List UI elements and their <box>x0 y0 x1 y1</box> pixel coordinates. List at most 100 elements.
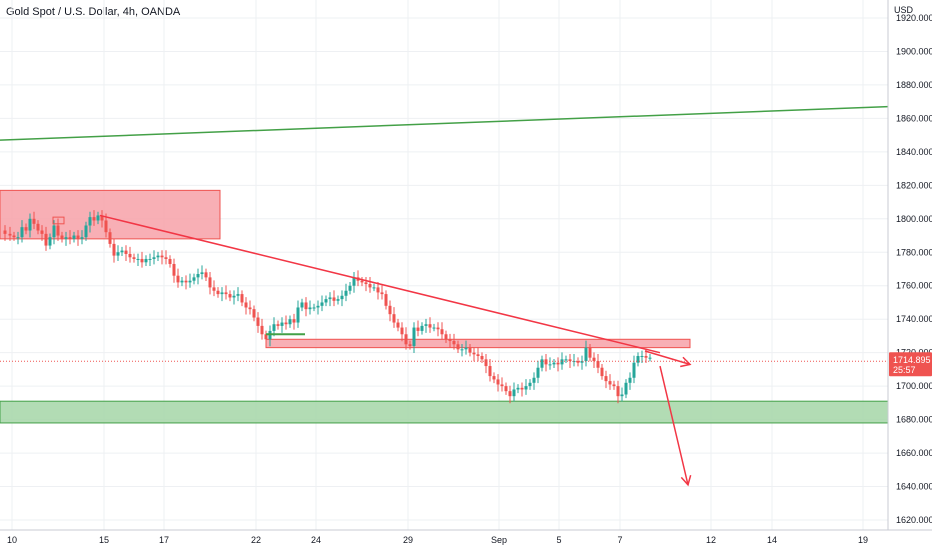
candle-body <box>348 285 352 291</box>
candle-body <box>36 223 40 231</box>
candle-body <box>52 225 56 238</box>
candle-body <box>364 282 368 285</box>
time-axis[interactable]: 10 15 17 22 24 29 Sep 5 7 12 14 19 <box>0 529 932 545</box>
price-tick-label: 1740.000 <box>896 314 932 324</box>
price-tick-label: 1700.000 <box>896 381 932 391</box>
candle-body <box>208 277 212 288</box>
green-trendline[interactable] <box>0 105 889 141</box>
candle-body <box>272 324 276 331</box>
candle-body <box>428 324 432 328</box>
candle-body <box>472 352 476 355</box>
current-price-tag <box>889 352 932 377</box>
candle-body <box>340 295 344 300</box>
candle-body <box>468 347 472 353</box>
candle-body <box>540 359 544 368</box>
candle-body <box>332 297 336 301</box>
support-zone <box>0 400 889 424</box>
candle-body <box>152 257 156 259</box>
price-tick-label: 1760.000 <box>896 281 932 291</box>
candle-body <box>404 334 408 345</box>
price-tick-label: 1620.000 <box>896 515 932 525</box>
candle-body <box>132 257 136 259</box>
candle-body <box>148 258 152 260</box>
candle-body <box>20 227 24 238</box>
candle-body <box>24 227 28 231</box>
time-tick-label: 14 <box>767 535 777 545</box>
candle-body <box>504 386 508 392</box>
price-tick-label: 1780.000 <box>896 247 932 257</box>
candle-body <box>628 377 632 383</box>
candle-body <box>116 252 120 256</box>
candle-body <box>60 235 64 239</box>
arrow-down-shaft[interactable] <box>659 365 689 486</box>
candle-body <box>3 230 7 234</box>
candle-body <box>260 325 264 335</box>
candle-body <box>176 275 180 283</box>
red-trendline[interactable] <box>99 214 661 354</box>
candle-body <box>328 297 332 300</box>
time-tick-label: 17 <box>159 535 169 545</box>
candle-body <box>524 386 528 390</box>
candle-body <box>420 325 424 331</box>
pivot-zone <box>265 338 691 349</box>
candle-body <box>168 258 172 264</box>
candle-body <box>124 250 128 254</box>
currency-label: USD <box>894 5 914 15</box>
candle-body <box>396 322 400 328</box>
candle-body <box>12 235 16 238</box>
candle-body <box>304 302 308 310</box>
candle-body <box>92 217 96 221</box>
candle-body <box>556 362 560 365</box>
candle-body <box>252 309 256 318</box>
candle-body <box>492 376 496 380</box>
candle-body <box>484 359 488 367</box>
countdown-label: 25:57 <box>893 365 916 375</box>
candle-body <box>440 329 444 335</box>
candle-body <box>632 362 636 378</box>
candle-body <box>164 257 168 259</box>
candle-body <box>456 344 460 350</box>
candle-body <box>564 359 568 361</box>
candle-body <box>488 366 492 377</box>
candle-body <box>576 361 580 363</box>
time-tick-label: 29 <box>403 535 413 545</box>
time-tick-label: 24 <box>311 535 321 545</box>
candle-body <box>308 307 312 310</box>
candle-body <box>532 377 536 383</box>
candle-body <box>8 233 12 236</box>
candle-body <box>32 218 36 224</box>
arrow-right-shaft[interactable] <box>644 350 691 366</box>
candle-body <box>448 339 452 341</box>
candle-body <box>80 237 84 239</box>
candle-body <box>388 305 392 315</box>
candle-body <box>480 356 484 360</box>
candle-body <box>584 347 588 362</box>
price-tick-label: 1920.000 <box>896 13 932 23</box>
current-price-label: 1714.895 <box>893 355 931 365</box>
candle-body <box>636 356 640 363</box>
candlesticks <box>3 210 652 404</box>
candle-body <box>284 322 288 325</box>
candle-body <box>236 294 240 296</box>
candle-body <box>44 233 48 246</box>
candle-body <box>432 327 436 329</box>
time-tick-label: 5 <box>556 535 561 545</box>
candle-body <box>424 324 428 326</box>
candle-body <box>88 217 92 226</box>
candle-body <box>84 225 88 238</box>
price-axis[interactable]: USD 1620.000 1640.000 1660.000 1680.000 1700.… <box>887 0 932 530</box>
candle-body <box>216 290 220 295</box>
candle-body <box>552 362 556 365</box>
candle-body <box>108 232 112 244</box>
candle-body <box>104 220 108 233</box>
candle-body <box>112 243 116 256</box>
candle-body <box>144 258 148 263</box>
candle-body <box>384 294 388 306</box>
candle-body <box>40 230 44 234</box>
candle-body <box>324 299 328 303</box>
candle-body <box>548 364 552 366</box>
time-tick-label: 15 <box>99 535 109 545</box>
candle-body <box>512 389 516 397</box>
